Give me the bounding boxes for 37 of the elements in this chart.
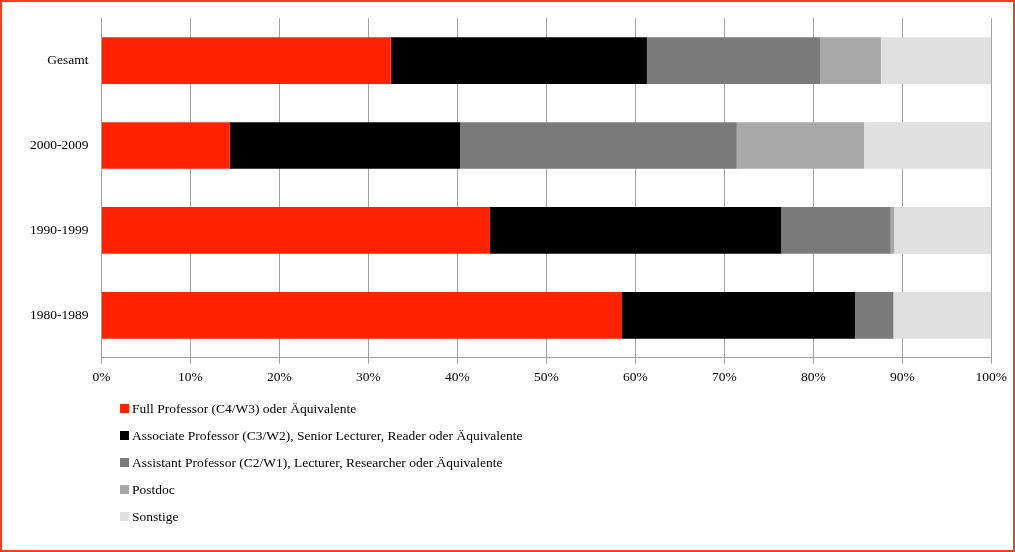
bar bbox=[855, 291, 894, 339]
x-tick-label: 90% bbox=[889, 369, 915, 385]
x-tick-label: 70% bbox=[711, 369, 737, 385]
bar bbox=[880, 37, 992, 84]
x-tick-label: 40% bbox=[445, 369, 470, 385]
legend-label: Associate Professor (C3/W2), Senior Lecturer, Reader oder Äquivalente bbox=[132, 427, 523, 444]
bar bbox=[646, 37, 821, 84]
y-tick-label: Gesamt bbox=[47, 52, 89, 68]
bar bbox=[390, 37, 647, 84]
bar bbox=[102, 291, 622, 339]
x-tick-label: 60% bbox=[622, 369, 648, 385]
x-tick-label: 30% bbox=[356, 369, 381, 385]
bar bbox=[229, 122, 461, 169]
x-tick-label: 10% bbox=[178, 369, 203, 385]
bar bbox=[864, 122, 992, 169]
bar bbox=[894, 207, 992, 254]
x-tick-label: 0% bbox=[92, 369, 111, 385]
x-tick-label: 80% bbox=[800, 369, 826, 385]
bar bbox=[820, 37, 881, 84]
legend-label: Sonstige bbox=[132, 508, 179, 525]
y-tick-label: 2000-2009 bbox=[30, 137, 89, 153]
bar bbox=[489, 207, 782, 254]
x-tick-label: 100% bbox=[975, 369, 1007, 385]
legend-label: Assistant Professor (C2/W1), Lecturer, Researcher oder Äquivalente bbox=[132, 454, 503, 471]
bar bbox=[102, 122, 230, 169]
bar bbox=[781, 207, 891, 254]
legend-label: Full Professor (C4/W3) oder Äquivalente bbox=[132, 400, 357, 417]
bar bbox=[102, 207, 490, 254]
bar bbox=[622, 291, 856, 339]
x-tick-label: 50% bbox=[534, 369, 559, 385]
bar bbox=[893, 291, 992, 339]
y-tick-label: 1980-1989 bbox=[30, 306, 89, 322]
bar bbox=[102, 37, 391, 84]
legend-label: Postdoc bbox=[132, 481, 175, 498]
y-tick-label: 1990-1999 bbox=[30, 221, 89, 237]
bar bbox=[460, 122, 737, 169]
x-tick-label: 20% bbox=[267, 369, 292, 385]
